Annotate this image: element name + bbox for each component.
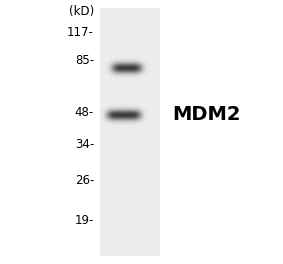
- Text: 85-: 85-: [75, 54, 94, 67]
- Text: 19-: 19-: [75, 214, 94, 227]
- Text: 48-: 48-: [75, 106, 94, 119]
- Text: 117-: 117-: [67, 26, 94, 39]
- Text: (kD): (kD): [69, 6, 94, 18]
- Text: MDM2: MDM2: [172, 105, 241, 124]
- Text: 26-: 26-: [75, 173, 94, 186]
- Text: 34-: 34-: [75, 139, 94, 152]
- Bar: [100, 8, 160, 256]
